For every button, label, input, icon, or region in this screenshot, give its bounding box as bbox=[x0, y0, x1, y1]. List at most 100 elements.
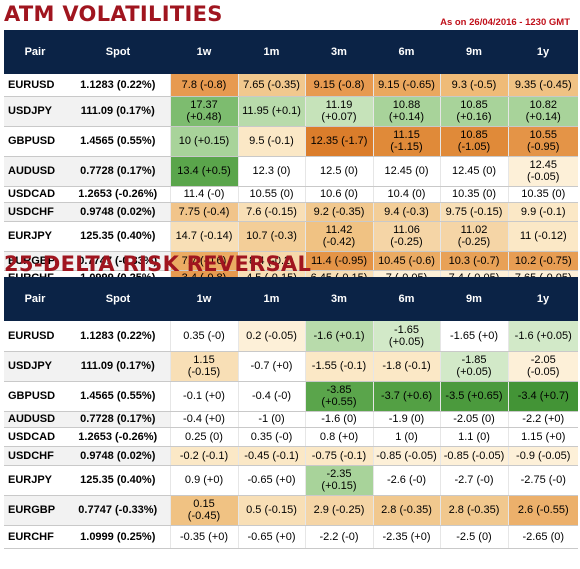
column-header-pair: Pair bbox=[4, 277, 66, 321]
pair-cell: USDJPY bbox=[4, 351, 66, 382]
table-row: AUDUSD 0.7728 (0.17%) -0.4 (+0) -1 (0) -1.6 … bbox=[4, 411, 578, 428]
value-cell: 12.45 (0) bbox=[439, 156, 508, 187]
value-cell: -1.85 (+0.05) bbox=[439, 351, 508, 382]
column-header-spot: Spot bbox=[66, 30, 170, 74]
value-cell: -2.05 (0) bbox=[439, 411, 508, 428]
spot-cell: 1.0999 (0.25%) bbox=[66, 525, 170, 549]
value-cell: 0.5 (-0.15) bbox=[237, 495, 305, 526]
spot-cell: 0.9748 (0.02%) bbox=[66, 446, 170, 466]
value-cell: 1.15 (-0.15) bbox=[169, 351, 238, 382]
value-cell: 13.4 (+0.5) bbox=[169, 156, 238, 187]
value-cell: -2.35 (+0.15) bbox=[304, 465, 373, 496]
value-cell: 10.85 (-1.05) bbox=[439, 126, 508, 157]
pair-cell: EURUSD bbox=[4, 74, 66, 97]
table-row: EURUSD 1.1283 (0.22%) 0.35 (-0) 0.2 (-0.05)… bbox=[4, 321, 578, 352]
value-cell: -1.65 (+0.05) bbox=[372, 321, 440, 352]
value-cell: -3.85 (+0.55) bbox=[304, 381, 373, 412]
column-header-1w: 1w bbox=[170, 30, 238, 74]
value-cell: -0.1 (+0) bbox=[169, 381, 238, 412]
value-cell: 12.45 (0) bbox=[372, 156, 440, 187]
value-cell: -0.75 (-0.1) bbox=[304, 446, 373, 466]
pair-cell: USDCHF bbox=[4, 202, 66, 222]
spot-cell: 1.1283 (0.22%) bbox=[66, 74, 170, 97]
column-header-spot: Spot bbox=[66, 277, 170, 321]
pair-cell: USDCAD bbox=[4, 427, 66, 447]
table-row: USDCHF 0.9748 (0.02%) -0.2 (-0.1) -0.45 (-0… bbox=[4, 446, 578, 466]
atm-volatilities-table: Pair Spot 1w 1m 3m 6m 9m 1y EURUSD 1.1283… bbox=[4, 30, 578, 287]
value-cell: 0.15 (-0.45) bbox=[169, 495, 238, 526]
pair-cell: GBPUSD bbox=[4, 126, 66, 157]
value-cell: 0.2 (-0.05) bbox=[237, 321, 305, 352]
value-cell: -1.8 (-0.1) bbox=[372, 351, 440, 382]
spot-cell: 125.35 (0.40%) bbox=[66, 221, 170, 252]
value-cell: -3.5 (+0.65) bbox=[439, 381, 508, 412]
value-cell: 10.55 (-0.95) bbox=[507, 126, 578, 157]
value-cell: -0.45 (-0.1) bbox=[237, 446, 305, 466]
value-cell: 14.7 (-0.14) bbox=[169, 221, 238, 252]
pair-cell: AUDUSD bbox=[4, 411, 66, 428]
value-cell: 10.88 (+0.14) bbox=[372, 96, 440, 127]
value-cell: -1.6 (+0.1) bbox=[304, 321, 373, 352]
table-row: EURCHF 1.0999 (0.25%) -0.35 (+0) -0.65 (+0)… bbox=[4, 525, 578, 549]
table-row: EURJPY 125.35 (0.40%) 14.7 (-0.14) 10.7 (-0… bbox=[4, 221, 578, 252]
column-header-1w: 1w bbox=[170, 277, 238, 321]
value-cell: 10.6 (0) bbox=[304, 186, 373, 203]
value-cell: 0.35 (-0) bbox=[237, 427, 305, 447]
value-cell: -1.6 (+0.05) bbox=[507, 321, 578, 352]
value-cell: 7.8 (-0.8) bbox=[169, 74, 238, 97]
value-cell: 10 (+0.15) bbox=[169, 126, 238, 157]
spot-cell: 125.35 (0.40%) bbox=[66, 465, 170, 496]
spot-cell: 1.2653 (-0.26%) bbox=[66, 427, 170, 447]
value-cell: 11 (-0.12) bbox=[507, 221, 578, 252]
column-header-1y: 1y bbox=[508, 277, 578, 321]
value-cell: -2.05 (-0.05) bbox=[507, 351, 578, 382]
pair-cell: EURGBP bbox=[4, 495, 66, 526]
value-cell: 12.5 (0) bbox=[304, 156, 373, 187]
value-cell: -0.7 (+0) bbox=[237, 351, 305, 382]
column-header-3m: 3m bbox=[305, 277, 373, 321]
value-cell: 9.75 (-0.15) bbox=[439, 202, 508, 222]
value-cell: -0.85 (-0.05) bbox=[439, 446, 508, 466]
pair-cell: USDCHF bbox=[4, 446, 66, 466]
table-row: USDCAD 1.2653 (-0.26%) 11.4 (-0) 10.55 (0) 1… bbox=[4, 186, 578, 203]
value-cell: 11.19 (+0.07) bbox=[304, 96, 373, 127]
value-cell: 11.95 (+0.1) bbox=[237, 96, 305, 127]
column-header-1m: 1m bbox=[238, 277, 305, 321]
table-row: EURGBP 0.7747 (-0.33%) 0.15 (-0.45) 0.5 (-0… bbox=[4, 495, 578, 526]
value-cell: 12.35 (-1.7) bbox=[304, 126, 373, 157]
table-row: EURUSD 1.1283 (0.22%) 7.8 (-0.8) 7.65 (-0.3… bbox=[4, 74, 578, 97]
value-cell: -2.2 (+0) bbox=[507, 411, 578, 428]
value-cell: -0.85 (-0.05) bbox=[372, 446, 440, 466]
value-cell: -3.7 (+0.6) bbox=[372, 381, 440, 412]
value-cell: 2.8 (-0.35) bbox=[439, 495, 508, 526]
risk-reversal-table: Pair Spot 1w 1m 3m 6m 9m 1y EURUSD 1.1283… bbox=[4, 277, 578, 549]
value-cell: 10.55 (0) bbox=[237, 186, 305, 203]
value-cell: -2.5 (0) bbox=[439, 525, 508, 549]
pair-cell: USDJPY bbox=[4, 96, 66, 127]
value-cell: 0.25 (0) bbox=[169, 427, 238, 447]
value-cell: 9.3 (-0.5) bbox=[439, 74, 508, 97]
value-cell: 11.15 (-1.15) bbox=[372, 126, 440, 157]
table-row: USDJPY 111.09 (0.17%) 17.37 (+0.48) 11.95 (… bbox=[4, 96, 578, 127]
value-cell: 9.15 (-0.8) bbox=[304, 74, 373, 97]
value-cell: 7.7 (-0.6) bbox=[169, 251, 238, 271]
pair-cell: AUDUSD bbox=[4, 156, 66, 187]
table-row: EURJPY 125.35 (0.40%) 0.9 (+0) -0.65 (+0) -2… bbox=[4, 465, 578, 496]
value-cell: 1 (0) bbox=[372, 427, 440, 447]
pair-cell: EURGBP bbox=[4, 251, 66, 271]
value-cell: -1.9 (0) bbox=[372, 411, 440, 428]
pair-cell: USDCAD bbox=[4, 186, 66, 203]
value-cell: -1.55 (-0.1) bbox=[304, 351, 373, 382]
risk-reversal-title: 25-DELTA RISK REVERSAL bbox=[4, 252, 312, 276]
value-cell: 1.15 (+0) bbox=[507, 427, 578, 447]
value-cell: 9.15 (-0.65) bbox=[372, 74, 440, 97]
value-cell: 11.02 (-0.25) bbox=[439, 221, 508, 252]
value-cell: 9.35 (-0.45) bbox=[507, 74, 578, 97]
value-cell: 0.35 (-0) bbox=[169, 321, 238, 352]
value-cell: 17.37 (+0.48) bbox=[169, 96, 238, 127]
value-cell: 8.4 (-0.2) bbox=[237, 251, 305, 271]
atm-volatilities-title: ATM VOLATILITIES bbox=[4, 2, 223, 26]
value-cell: 9.2 (-0.35) bbox=[304, 202, 373, 222]
table-row: USDCAD 1.2653 (-0.26%) 0.25 (0) 0.35 (-0) 0.… bbox=[4, 427, 578, 447]
value-cell: 11.42 (-0.42) bbox=[304, 221, 373, 252]
